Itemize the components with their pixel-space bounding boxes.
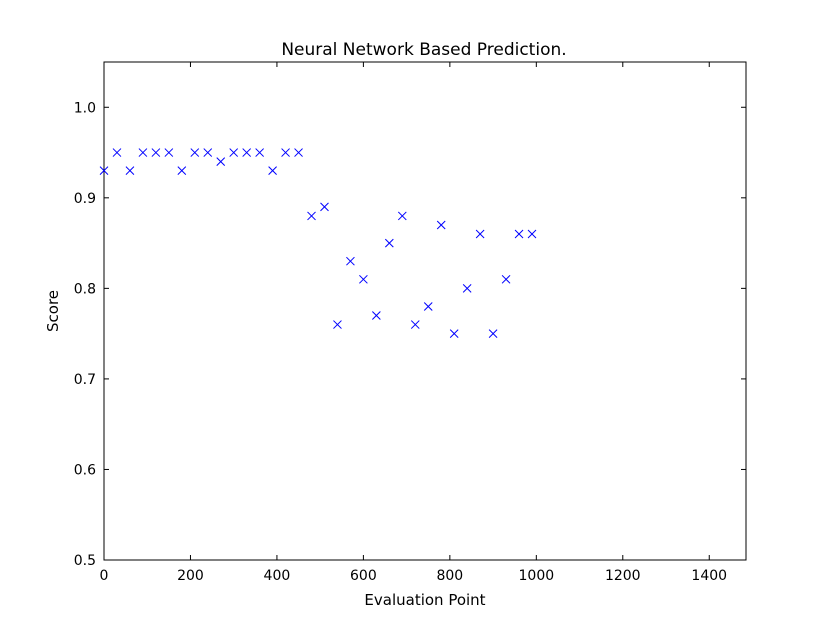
data-point [164,148,174,157]
x-tick-label: 1200 [605,568,641,584]
plot-area-frame [103,61,747,561]
y-tick-label: 0.7 [74,372,96,388]
data-point [449,329,459,338]
data-point [125,166,135,176]
data-point [346,256,355,266]
x-axis-label: Evaluation Point [364,591,485,609]
data-point [320,202,329,212]
data-point [307,211,316,221]
data-point [138,148,148,157]
data-point [488,329,498,338]
y-axis-label: Score [44,290,62,332]
y-tick-label: 1.0 [74,100,96,116]
data-point [294,148,303,157]
data-point [527,229,537,239]
data-point [268,166,277,176]
data-point [384,238,394,248]
data-point [216,157,226,166]
data-point [397,211,407,221]
data-point [151,148,161,157]
data-point [281,148,290,157]
data-point [242,148,252,157]
data-point [229,148,239,157]
x-tick-label: 600 [350,568,377,584]
data-point [372,311,381,320]
y-tick-label: 0.9 [74,191,96,207]
data-point [177,166,187,176]
data-point [99,166,109,176]
data-point [112,148,122,157]
data-point [203,148,213,157]
x-tick-label: 200 [177,568,204,584]
data-points [99,148,537,338]
data-point [462,284,472,293]
data-point [359,274,368,284]
data-point [333,320,342,329]
y-tick-label: 0.8 [74,281,96,297]
x-tick-label: 800 [436,568,463,584]
data-point [255,148,264,157]
data-point [190,148,200,157]
data-point [475,229,485,239]
y-tick-label: 0.6 [74,462,96,478]
axis-ticks: 0 200 400 600 800 1000 1200 1400 0.5 0.6 0.7 0.8 0.9… [74,62,746,584]
x-tick-label: 400 [264,568,291,584]
chart-title: Neural Network Based Prediction. [281,40,566,60]
data-point [423,302,433,311]
x-tick-label: 0 [100,568,109,584]
data-point [436,220,446,230]
data-point [514,229,524,239]
x-tick-label: 1400 [691,568,727,584]
x-tick-label: 1000 [519,568,555,584]
y-tick-label: 0.5 [74,553,96,569]
data-point [410,320,420,329]
data-point [501,274,511,284]
